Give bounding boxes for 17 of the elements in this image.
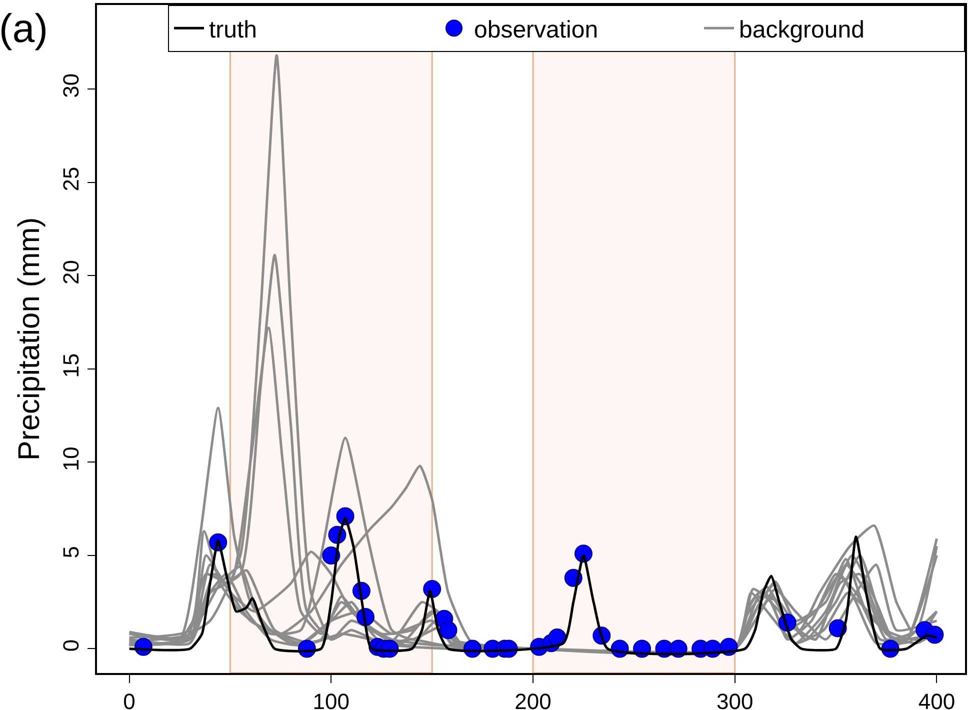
x-tick-label: 300 bbox=[716, 689, 754, 710]
y-tick-label: 15 bbox=[58, 353, 84, 378]
legend-label: background bbox=[739, 16, 864, 44]
x-tick-label: 0 bbox=[123, 689, 136, 710]
x-tick-label: 100 bbox=[312, 689, 350, 710]
y-tick-label: 20 bbox=[58, 260, 84, 284]
y-tick-label: 10 bbox=[58, 446, 84, 472]
y-axis-title: Precipitation (mm) bbox=[12, 217, 46, 461]
x-tick-label: 400 bbox=[918, 689, 956, 710]
y-tick-label: 0 bbox=[58, 639, 84, 652]
text: (a) bbox=[0, 7, 48, 51]
y-tick-label: 25 bbox=[58, 166, 84, 192]
y-tick-label: 30 bbox=[58, 73, 84, 98]
legend-label: observation bbox=[474, 16, 598, 44]
x-tick-label: 200 bbox=[514, 689, 552, 710]
legend-label: truth bbox=[209, 16, 258, 44]
y-tick-label: 5 bbox=[58, 546, 84, 558]
